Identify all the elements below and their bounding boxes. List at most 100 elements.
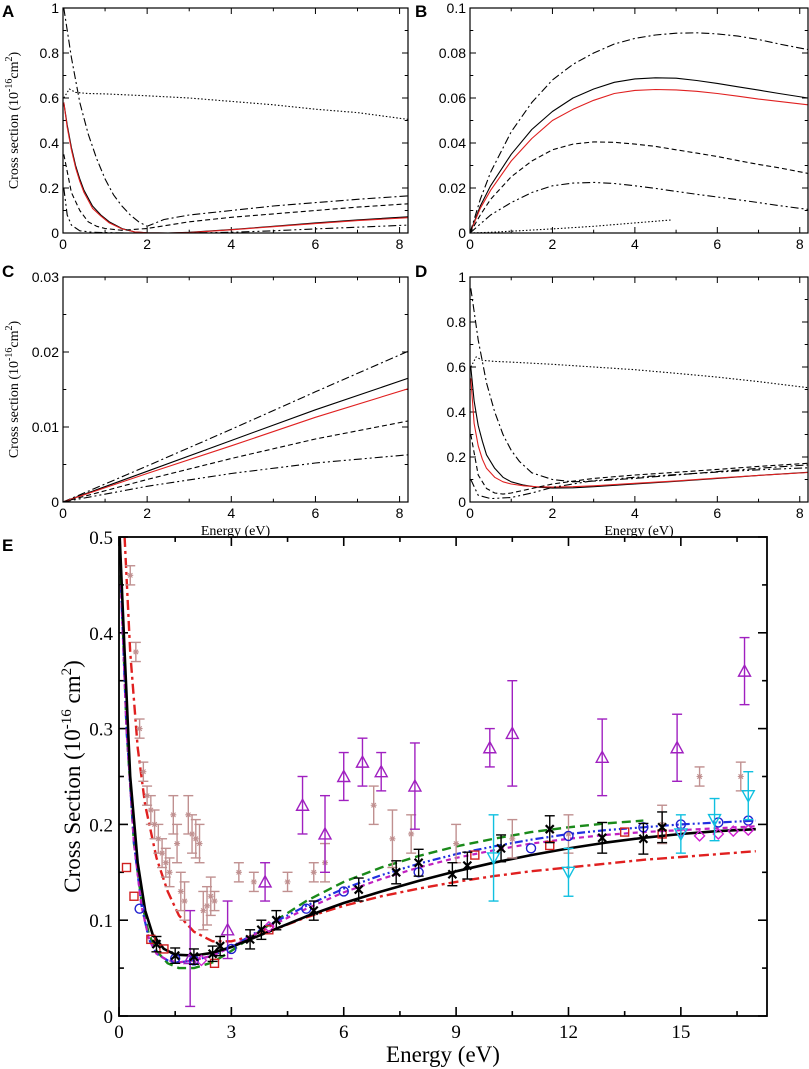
data-point [140,768,147,775]
series-dot-dot-dash [470,181,808,233]
y-tick-label: 1 [51,0,59,16]
series-red-solid [470,378,808,488]
y-tick-label: 1 [458,269,466,285]
series-dot-dash [63,350,408,502]
x-tick-label: 12 [559,1022,578,1043]
series-blue-dot-dot-dash [119,584,756,964]
data-point [505,725,520,740]
x-tick-label: 6 [713,236,721,252]
panel-a-plot: 0 2 4 6 8 0 0.2 0.4 0.6 0.8 1 Cross section (10-16c… [4,0,409,252]
x-tick-label: 0 [466,505,474,521]
data-point [561,866,576,880]
plot-frame-A [62,7,409,234]
data-point [657,822,667,833]
data-point [159,944,169,954]
data-point [132,648,139,655]
data-point [353,884,364,895]
panel-letter-b: B [415,2,427,21]
data-point [209,958,220,969]
x-tick-label: 9 [451,1022,461,1043]
data-point [192,835,199,842]
data-point [374,764,389,778]
series-black-solid [63,377,408,502]
plot-frame-C [62,276,409,503]
y-tick-label: 0.4 [447,404,467,420]
data-point [207,893,214,900]
data-point [509,835,516,842]
data-point [595,749,610,764]
data-point [447,869,458,879]
data-point [256,925,267,935]
y-tick-label: 0.2 [40,180,60,196]
markers-rosy-asterisk [125,565,746,931]
x-tick-label: 15 [671,1022,690,1043]
data-point [413,857,424,868]
x-tick-label: 4 [227,505,235,521]
y-tick-label: 0.2 [447,449,467,465]
data-point [742,824,755,837]
x-axis-label: Energy (eV) [604,524,674,539]
series-dot-dash [470,288,808,483]
y-axis-label: Cross Section (10-16 cm2) [59,660,85,893]
y-axis-label-superscript: 2 [59,668,75,676]
data-point [741,789,756,804]
x-tick-label: 2 [549,236,557,252]
data-point [174,840,181,847]
data-point [317,826,333,840]
series-dashed [63,420,408,502]
data-point [669,740,685,754]
x-tick-label: 0 [59,505,67,521]
data-point [408,830,415,837]
y-tick-label: 0.02 [439,180,466,196]
series-red-dot-dash [123,537,756,943]
panel-letter-a: A [2,2,14,21]
series-black-solid [470,77,808,233]
panel-e-plot: 0 3 6 9 12 15 0 0.1 0.2 0.3 0.4 0.5 Energy (eV) Cross… [59,528,768,1067]
series-group-B [470,32,808,233]
data-point [245,934,255,945]
data-point [486,852,501,866]
data-point [336,769,351,783]
data-point [127,572,134,579]
data-point [295,797,310,811]
plot-frame-B [469,7,809,234]
data-point [565,830,572,837]
y-tick-label: 0 [51,494,59,510]
series-red-solid [63,388,408,502]
panel-d-plot: 0 2 4 6 8 0 0.2 0.4 0.6 0.8 1 Energy (eV) [447,269,809,539]
data-point [355,754,370,768]
data-point [204,902,211,909]
y-axis-label-part: cm [7,330,22,347]
y-axis-label-part: ) [7,321,22,326]
markers-red-square [121,827,667,969]
ticks-C [62,276,408,503]
y-axis-label-part: ) [60,660,85,668]
series-dot-dash [63,8,408,227]
y-tick-label: 0.3 [89,720,113,741]
data-point [707,813,722,828]
y-tick-label: 0.8 [447,314,467,330]
markers-purple-triangle [182,636,752,1008]
x-tick-label: 2 [143,505,151,521]
series-red-solid [63,102,408,233]
data-point [257,874,273,888]
data-point [189,830,196,837]
y-tick-label: 0.8 [40,45,60,61]
data-point [262,920,275,933]
y-axis-label-superscript: -16 [59,709,75,729]
plot-frame-D [469,276,809,503]
series-black-solid [63,102,408,233]
data-point [470,850,480,860]
data-point [389,835,396,842]
data-point [121,862,132,873]
y-tick-label: 0.6 [447,359,467,375]
x-tick-label: 6 [312,505,320,521]
y-tick-label: 0.6 [40,90,60,106]
y-tick-label: 0.03 [32,269,59,285]
y-axis-label: Cross section (10-16cm2) [4,321,22,459]
ticks-B [469,7,808,234]
markers-magenta-diamond [195,824,755,967]
data-point [166,869,173,876]
y-axis-label-superscript: -16 [4,79,15,92]
data-point [162,859,169,866]
